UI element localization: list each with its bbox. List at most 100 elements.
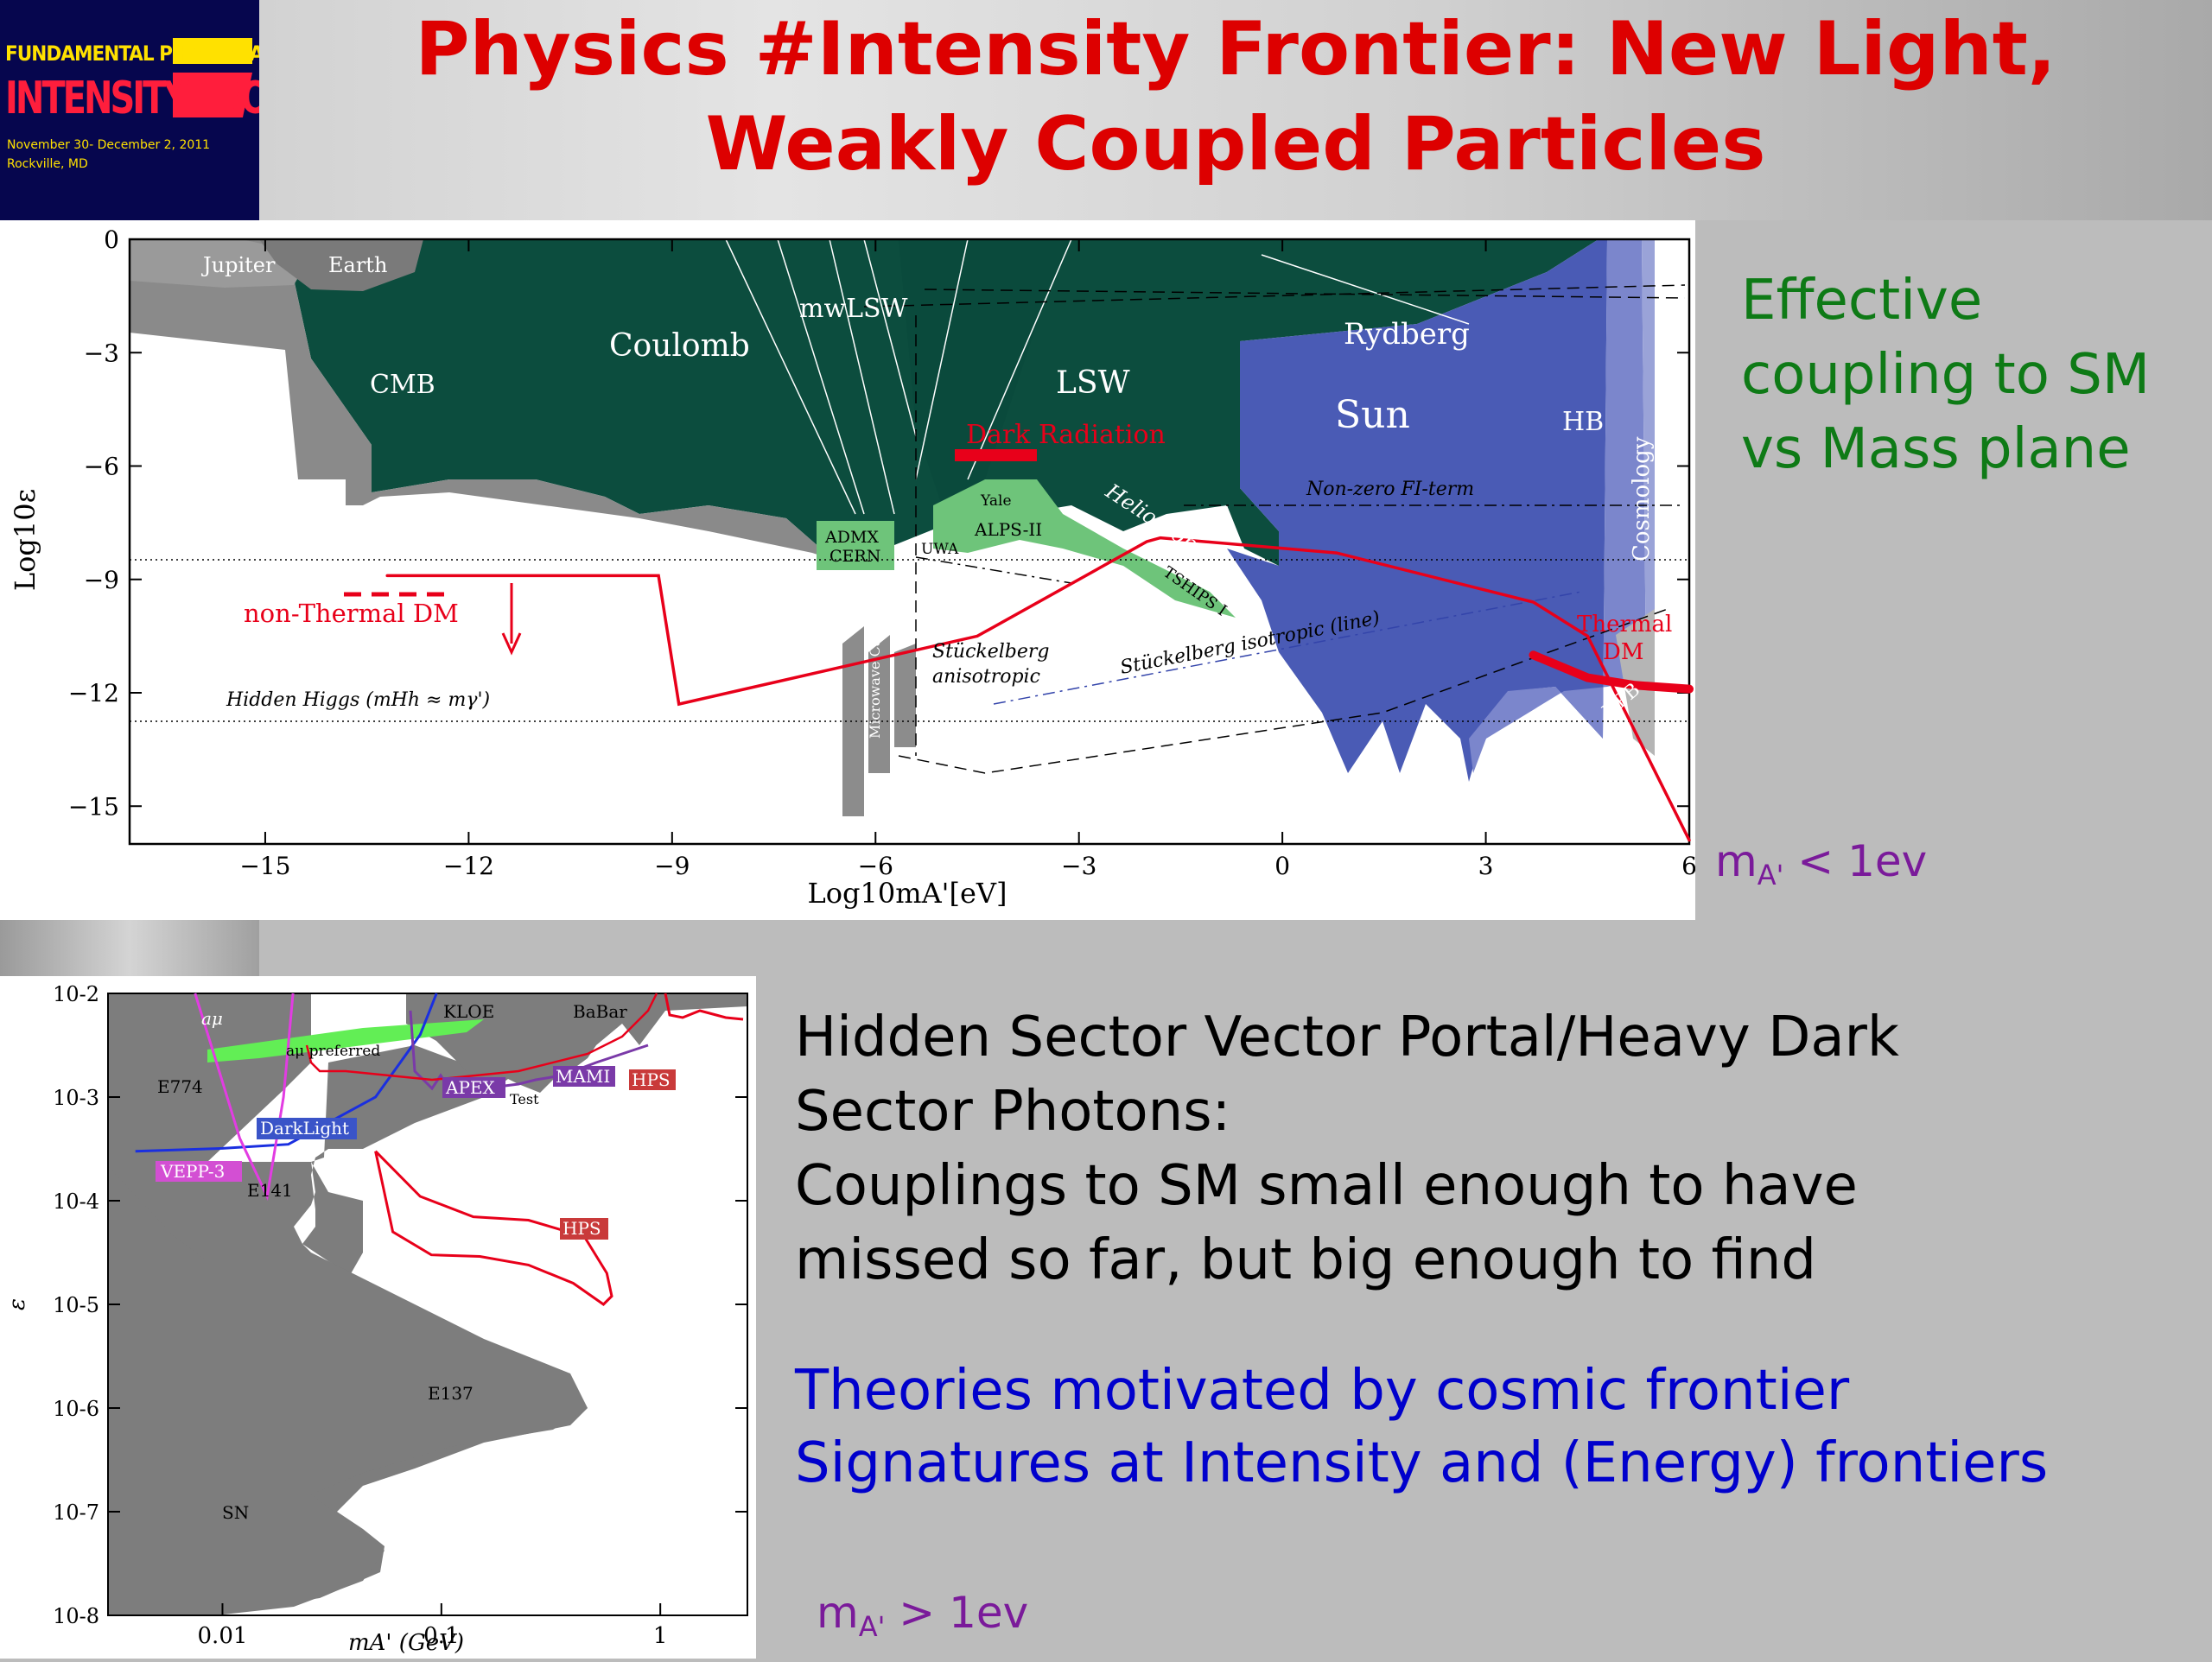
theories-text: Theories motivated by cosmic frontier Si… <box>795 1354 2195 1500</box>
label-earth: Earth <box>328 253 387 277</box>
hidden-sector-text: Hidden Sector Vector Portal/Heavy Dark S… <box>795 1000 2195 1297</box>
series-hps-curve <box>374 1150 613 1306</box>
coupling-line-3: vs Mass plane <box>1741 417 2131 481</box>
chart-frame <box>128 238 1691 846</box>
title-line-1: Physics #Intensity Frontier: New Light, <box>415 6 2056 92</box>
y-tick-label: −3 <box>84 339 119 367</box>
label-non-thermal-dm: non-Thermal DM <box>244 599 459 628</box>
label-rydberg: Rydberg <box>1344 317 1470 352</box>
label-apex: APEX <box>445 1077 496 1098</box>
y-tick-label-b: 10-8 <box>53 1604 99 1628</box>
label-thermal: Thermal <box>1577 612 1672 638</box>
high-mass-chart-panel: 0.01 0.1 1 10-2 10-3 10-4 10-5 10-6 10-7 10-8 aμ … <box>0 976 756 1659</box>
theories-line-1: Theories motivated by cosmic frontier <box>795 1359 1850 1423</box>
logo-line-3: November 30- December 2, 2011 <box>7 138 211 152</box>
label-test: Test <box>510 1091 539 1107</box>
low-mass-chart-panel: −15 −12 −9 −6 −3 0 3 6 0 −3 −6 −9 −12 −15 Jupiter Ear… <box>0 220 1697 920</box>
region-cosmology <box>1642 239 1655 678</box>
mwlsw-lines <box>725 238 1470 515</box>
badge-hps-bg <box>560 1218 608 1240</box>
y-axis-label-b: ε <box>4 1298 30 1310</box>
x-tick-label: −12 <box>443 852 494 880</box>
ma-low-symbol: m <box>1715 836 1758 886</box>
x-tick-label-b: 1 <box>653 1623 668 1649</box>
region-sun <box>1227 239 1607 782</box>
y-tick-label-b: 10-6 <box>53 1397 99 1421</box>
ma-high-symbol: m <box>817 1588 859 1638</box>
y-tick-label-b: 10-7 <box>53 1500 99 1525</box>
y-tick-label: −15 <box>68 792 119 821</box>
label-hps-top: HPS <box>632 1069 671 1090</box>
label-cmb: CMB <box>370 370 435 400</box>
label-vepp3: VEPP-3 <box>160 1161 225 1182</box>
label-mwlsw: mwLSW <box>799 294 908 324</box>
label-sun: Sun <box>1335 393 1410 437</box>
dashed-bounds <box>130 284 1689 774</box>
x-axis-label: Log10mA'[eV] <box>808 877 1007 910</box>
y-tick-label: −12 <box>68 679 119 707</box>
mass-below-1ev-label: mA' < 1ev <box>1715 836 1927 891</box>
x-tick-label: 0 <box>1274 852 1290 880</box>
label-babar: BaBar <box>573 1001 627 1022</box>
series-layer <box>385 536 1694 842</box>
y-tick-label-b: 10-5 <box>53 1293 99 1317</box>
series-vepp-3-curve <box>194 993 295 1201</box>
low-mass-chart: −15 −12 −9 −6 −3 0 3 6 0 −3 −6 −9 −12 −15 Jupiter Ear… <box>9 225 1697 910</box>
x-tick-label: −15 <box>239 852 290 880</box>
label-dark-radiation: Dark Radiation <box>966 420 1166 450</box>
logo-yellow-bar <box>173 38 252 64</box>
non-thermal-arrow <box>501 583 522 656</box>
label-coulomb: Coulomb <box>609 328 750 364</box>
non-thermal-dm-curve <box>385 536 1691 842</box>
badge-darklight-bg <box>257 1118 357 1139</box>
hps-top-curve <box>664 993 744 1021</box>
theories-line-2: Signatures at Intensity and (Energy) fro… <box>795 1431 2049 1495</box>
label-darklight: DarkLight <box>260 1118 349 1139</box>
label-kloe: KLOE <box>443 1001 494 1022</box>
region-labels-b: aμ ae aμ preferred KLOE BaBar E774 E141 … <box>156 1001 676 1523</box>
x-tick-label: −6 <box>858 852 893 880</box>
label-e137: E137 <box>428 1383 474 1404</box>
label-amu: aμ <box>201 1008 223 1029</box>
axis-ticks-b: 0.01 0.1 1 10-2 10-3 10-4 10-5 10-6 10-7 10-8 <box>53 982 747 1649</box>
logo-red-bar <box>173 73 252 117</box>
region-microwave-cavities <box>842 626 916 816</box>
region-light-shining-wall <box>899 239 1071 505</box>
mass-above-1ev-label: mA' > 1ev <box>817 1588 1028 1643</box>
label-e774: E774 <box>157 1076 203 1097</box>
conference-logo: FUNDAMENTAL PHYSICS AT THE INTENSITY FRO… <box>0 0 259 220</box>
coupling-line-2: coupling to SM <box>1741 343 2151 407</box>
label-uwa: UWA <box>921 541 959 558</box>
label-jupiter: Jupiter <box>200 253 276 277</box>
label-mami: MAMI <box>556 1066 610 1087</box>
y-tick-label-b: 10-4 <box>53 1189 99 1214</box>
badge-apex-bg <box>442 1077 505 1098</box>
coupling-line-1: Effective <box>1741 269 1983 333</box>
label-non-zero-fi: Non-zero FI-term <box>1306 479 1474 500</box>
y-tick-label-b: 10-2 <box>53 982 99 1006</box>
label-lsw: LSW <box>1056 365 1130 401</box>
badge-hps-top-bg <box>629 1069 676 1090</box>
thermal-dm-curve <box>1529 650 1694 694</box>
dark-radiation-bar <box>955 449 1037 461</box>
label-admx: ADMX <box>824 528 879 547</box>
ma-low-sub: A' <box>1757 859 1784 891</box>
label-amu-preferred: aμ preferred <box>286 1043 380 1060</box>
label-hidden-higgs: Hidden Higgs (mHh ≈ mγ') <box>226 689 490 711</box>
x-tick-label: −9 <box>654 852 690 880</box>
label-anisotropic: anisotropic <box>932 666 1040 688</box>
ma-high-sub: A' <box>858 1610 886 1643</box>
region-kloe-babar <box>406 993 747 1093</box>
x-tick-label-b: 0.01 <box>198 1623 248 1649</box>
badge-vepp3-bg <box>156 1161 242 1182</box>
high-mass-chart: 0.01 0.1 1 10-2 10-3 10-4 10-5 10-6 10-7 10-8 aμ … <box>4 982 748 1656</box>
region-alps-ii <box>933 479 1236 618</box>
hidden-line-3: Couplings to SM small enough to have <box>795 1154 1858 1218</box>
label-ae: ae <box>340 1008 360 1029</box>
hidden-line-2: Sector Photons: <box>795 1080 1231 1144</box>
label-dm: DM <box>1603 639 1643 665</box>
region-admx <box>817 521 894 570</box>
label-microwave: Microwave Cavities <box>867 600 883 739</box>
region-hb <box>1469 239 1646 773</box>
y-tick-label: 0 <box>104 225 119 254</box>
